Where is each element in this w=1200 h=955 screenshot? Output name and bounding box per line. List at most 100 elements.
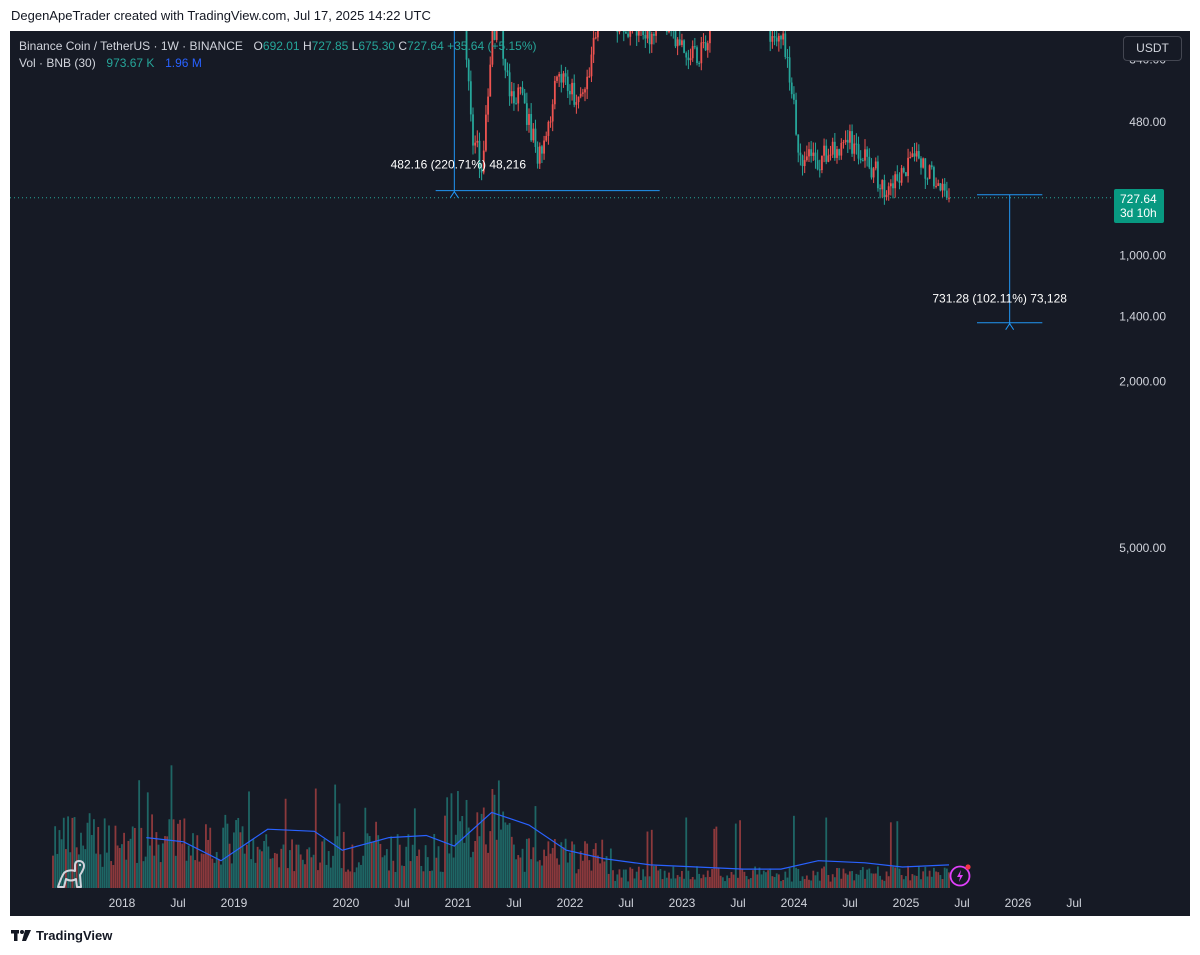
- volume-bar: [241, 826, 244, 888]
- candle-body: [851, 131, 853, 154]
- volume-bar: [659, 869, 662, 888]
- volume-bar: [338, 803, 341, 888]
- volume-bar: [508, 823, 511, 888]
- symbol-row[interactable]: Binance Coin / TetherUS · 1W · BINANCE O…: [19, 38, 537, 55]
- volume-bar: [213, 862, 216, 888]
- bottom-bar: TradingView: [0, 916, 1200, 955]
- volume-label[interactable]: Vol · BNB (30): [19, 56, 96, 70]
- volume-bar: [375, 821, 377, 888]
- volume-bar: [917, 866, 920, 888]
- candle-body: [521, 87, 524, 94]
- volume-bar: [252, 839, 255, 888]
- volume-bar: [816, 871, 819, 888]
- volume-bar: [420, 865, 423, 888]
- candle-body: [513, 91, 515, 104]
- candle-body: [485, 114, 487, 151]
- volume-bar: [605, 856, 608, 888]
- volume-bar: [189, 855, 192, 888]
- candle-body: [538, 146, 541, 164]
- candle-body: [517, 87, 520, 104]
- volume-bar: [782, 879, 785, 888]
- volume-bar: [289, 850, 291, 888]
- volume-bar: [663, 870, 666, 888]
- volume-bar: [637, 866, 640, 888]
- high-value: 727.85: [311, 39, 349, 53]
- symbol-title[interactable]: Binance Coin / TetherUS · 1W · BINANCE: [19, 39, 243, 53]
- candle-body: [571, 82, 573, 95]
- volume-bar: [161, 843, 164, 888]
- volume-bar: [851, 871, 853, 888]
- volume-bar: [168, 819, 171, 888]
- time-axis-tick: 2018: [109, 896, 136, 910]
- volume-bar: [853, 880, 856, 888]
- volume-bar: [187, 845, 190, 888]
- volume-bar: [394, 871, 397, 888]
- volume-bar: [896, 821, 899, 888]
- time-axis-tick: Jul: [506, 896, 521, 910]
- volume-bar: [248, 791, 250, 888]
- volume-bar: [95, 853, 97, 888]
- volume-bar: [810, 880, 813, 888]
- volume-bar: [603, 861, 606, 888]
- volume-bar: [140, 827, 143, 888]
- volume-bar: [726, 875, 729, 888]
- volume-bar: [939, 875, 942, 888]
- volume-bar: [633, 878, 636, 888]
- volume-row[interactable]: Vol · BNB (30) 973.67 K 1.96 M: [19, 55, 537, 72]
- volume-bar: [334, 784, 337, 888]
- volume-bar: [786, 877, 789, 888]
- volume-bar: [454, 834, 457, 888]
- last-price-tag: 727.64 3d 10h: [1114, 189, 1164, 223]
- candle-body: [883, 180, 886, 198]
- volume-bar: [924, 866, 927, 888]
- volume-bar: [174, 855, 177, 888]
- candle-body: [941, 183, 944, 191]
- volume-bar: [719, 875, 722, 888]
- volume-bar: [230, 863, 233, 888]
- candle-body: [706, 43, 709, 51]
- candle-body: [818, 169, 821, 171]
- high-label: H: [302, 39, 312, 53]
- currency-button[interactable]: USDT: [1123, 36, 1182, 61]
- tradingview-logo-icon: [11, 929, 31, 941]
- candle-body: [902, 168, 905, 173]
- volume-bar: [795, 867, 797, 888]
- volume-bar: [192, 833, 194, 888]
- tradingview-brand[interactable]: TradingView: [11, 928, 112, 943]
- volume-bar: [713, 828, 716, 888]
- candle-body: [926, 178, 929, 180]
- candle-body: [833, 141, 836, 158]
- volume-bar: [644, 876, 647, 888]
- candle-body: [849, 131, 851, 143]
- volume-bar: [431, 870, 433, 888]
- candle-body: [629, 31, 632, 37]
- volume-bar: [588, 860, 591, 888]
- volume-bar: [698, 873, 701, 888]
- volume-bar: [808, 879, 810, 888]
- volume-bar: [788, 867, 791, 888]
- volume-bar: [110, 861, 113, 888]
- volume-bar: [261, 851, 263, 888]
- price-chart[interactable]: 5,000.002,000.001,400.001,000.00480.0034…: [10, 31, 1190, 916]
- candle-body: [637, 31, 640, 36]
- creator-line: DegenApeTrader created with TradingView.…: [11, 8, 431, 23]
- volume-bar: [409, 861, 412, 888]
- candle-body: [821, 155, 823, 171]
- volume-bar: [823, 866, 825, 888]
- volume-bar: [256, 846, 259, 888]
- volume-bar: [426, 857, 429, 888]
- volume-bar: [474, 840, 477, 888]
- volume-bar: [773, 877, 776, 888]
- volume-bar: [560, 842, 563, 888]
- candle-body: [687, 57, 690, 61]
- volume-bar: [504, 822, 507, 888]
- volume-bar: [827, 874, 830, 888]
- volume-bar: [717, 868, 720, 888]
- volume-bar: [842, 868, 845, 888]
- volume-bar: [849, 871, 851, 888]
- volume-bar: [441, 871, 444, 888]
- lightning-icon[interactable]: [949, 863, 973, 887]
- candle-body: [855, 143, 858, 145]
- volume-bar: [887, 876, 890, 888]
- chart-pane[interactable]: 5,000.002,000.001,400.001,000.00480.0034…: [10, 31, 1190, 916]
